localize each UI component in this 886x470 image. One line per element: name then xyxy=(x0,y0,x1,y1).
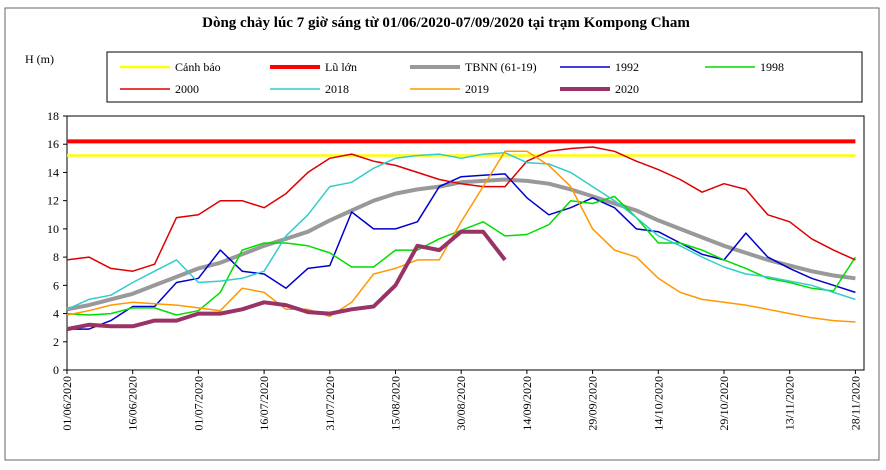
x-tick-label: 01/06/2020 xyxy=(60,376,74,431)
x-tick-label: 15/08/2020 xyxy=(389,376,403,431)
x-tick-label: 13/11/2020 xyxy=(783,376,797,430)
x-tick-label: 16/06/2020 xyxy=(126,376,140,431)
series-line xyxy=(66,146,856,272)
y-tick-label: 0 xyxy=(53,363,59,377)
legend-label: 1998 xyxy=(760,60,784,74)
x-tick-label: 01/07/2020 xyxy=(191,376,205,431)
y-tick-label: 8 xyxy=(53,250,59,264)
x-tick-label: 28/11/2020 xyxy=(848,376,862,430)
x-tick-label: 14/09/2020 xyxy=(520,376,534,431)
legend-label: 2019 xyxy=(465,82,489,96)
legend-label: Lũ lớn xyxy=(325,60,357,74)
y-tick-label: 12 xyxy=(47,194,59,208)
legend-label: 2020 xyxy=(615,82,639,96)
legend-label: Cảnh báo xyxy=(175,60,221,74)
chart-title: Dòng chảy lúc 7 giờ sáng từ 01/06/2020-0… xyxy=(202,15,690,31)
y-tick-label: 16 xyxy=(47,137,59,151)
legend-label: 1992 xyxy=(615,60,639,74)
series-line xyxy=(66,177,856,312)
x-tick-label: 31/07/2020 xyxy=(323,376,337,431)
x-tick-label: 29/10/2020 xyxy=(717,376,731,431)
x-tick-label: 14/10/2020 xyxy=(651,376,665,431)
series-line xyxy=(66,150,856,323)
legend-label: 2000 xyxy=(175,82,199,96)
plot-area xyxy=(66,115,865,371)
y-tick-label: 18 xyxy=(47,109,59,123)
y-tick-label: 14 xyxy=(47,165,59,179)
y-tick-label: 6 xyxy=(53,278,59,292)
legend xyxy=(106,51,863,103)
x-tick-label: 30/08/2020 xyxy=(454,376,468,431)
x-tick-label: 16/07/2020 xyxy=(257,376,271,431)
y-tick-label: 10 xyxy=(47,222,59,236)
legend-label: 2018 xyxy=(325,82,349,96)
series-line xyxy=(66,151,856,310)
y-tick-label: 2 xyxy=(53,335,59,349)
y-axis-label: H (m) xyxy=(25,52,54,66)
series-line xyxy=(66,229,507,332)
legend-label: TBNN (61-19) xyxy=(465,60,537,74)
x-tick-label: 29/09/2020 xyxy=(586,376,600,431)
y-tick-label: 4 xyxy=(53,307,59,321)
